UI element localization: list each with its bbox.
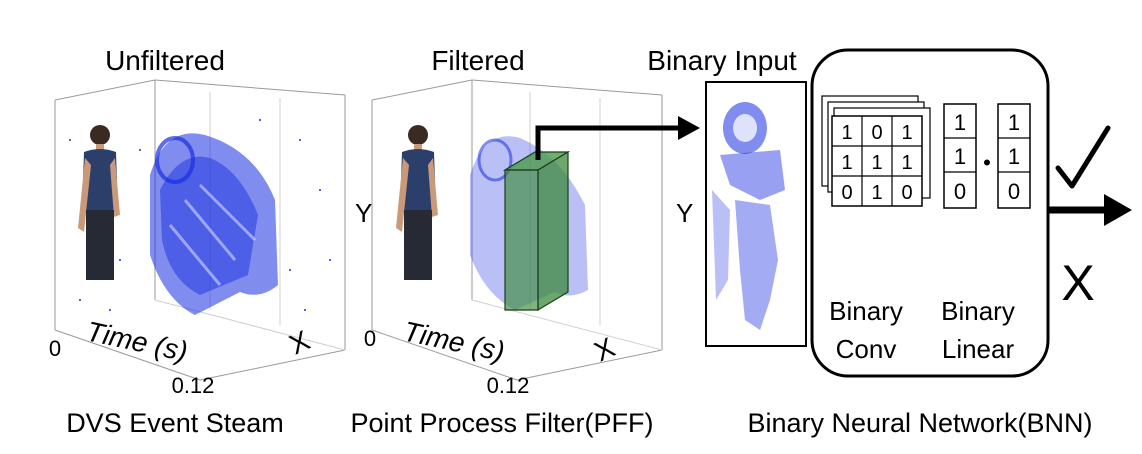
unfiltered-x-axis-label: X [284,324,314,360]
unfiltered-y-axis-label: Y [355,198,372,228]
output-arrow [1048,194,1132,226]
unfiltered-event-cloud [150,133,278,315]
cross-output-label: X [1061,255,1094,311]
linear-vector-b: 1 1 0 [997,103,1031,209]
filtered-panel: Y Filtered [350,45,663,438]
linear-vector-a: 1 1 0 [943,103,977,209]
binary-conv-label-line2: Conv [836,334,897,364]
conv-cell: 0 [871,122,882,144]
pff-filter-slab [502,150,571,312]
bnn-caption: Binary Neural Network(BNN) [747,408,1092,438]
binary-linear-label-line2: Linear [942,334,1015,364]
filtered-y-axis-label: Y [676,198,693,228]
filter-to-input-arrow [535,116,700,160]
unfiltered-time-axis-label: Time (s) [84,316,191,368]
filtered-x-axis-label: X [589,331,619,367]
unfiltered-panel: Unfiltered [49,45,346,438]
unfiltered-t-start: 0 [49,336,61,361]
conv-cell: 1 [841,152,852,174]
check-icon [1055,125,1111,189]
conv-cell: 1 [901,152,912,174]
binary-linear-label-line1: Binary [941,296,1015,326]
conv-cell: 1 [841,122,852,144]
filtered-title: Filtered [431,45,524,76]
linear-b-cell: 1 [1008,110,1020,135]
binary-conv-label-line1: Binary [829,296,903,326]
filtered-t-end: 0.12 [487,373,530,398]
binary-input-title: Binary Input [647,45,797,76]
filtered-t-start: 0 [364,326,376,351]
bnn-panel: Binary Input Y 1 0 1 1 [647,45,1132,438]
binary-input-frame [705,81,807,347]
conv-cell: 1 [871,152,882,174]
filtered-person-image [396,125,438,280]
linear-a-cell: 1 [954,144,966,169]
unfiltered-title: Unfiltered [105,45,225,76]
linear-a-cell: 1 [954,110,966,135]
linear-b-cell: 0 [1008,179,1020,204]
unfiltered-t-end: 0.12 [172,373,215,398]
conv-cell: 0 [841,182,852,204]
dot-product-symbol: • [983,150,991,175]
filtered-caption: Point Process Filter(PFF) [350,408,653,438]
conv-kernel-matrix: 1 0 1 1 1 1 0 1 0 [831,115,923,207]
conv-cell: 0 [901,182,912,204]
conv-cell: 1 [901,122,912,144]
linear-b-cell: 1 [1008,144,1020,169]
unfiltered-person-image [78,125,120,280]
linear-a-cell: 0 [954,179,966,204]
filtered-time-axis-label: Time (s) [401,316,508,368]
unfiltered-caption: DVS Event Steam [66,408,284,438]
conv-cell: 1 [871,182,882,204]
unfiltered-3d-box [54,79,346,381]
